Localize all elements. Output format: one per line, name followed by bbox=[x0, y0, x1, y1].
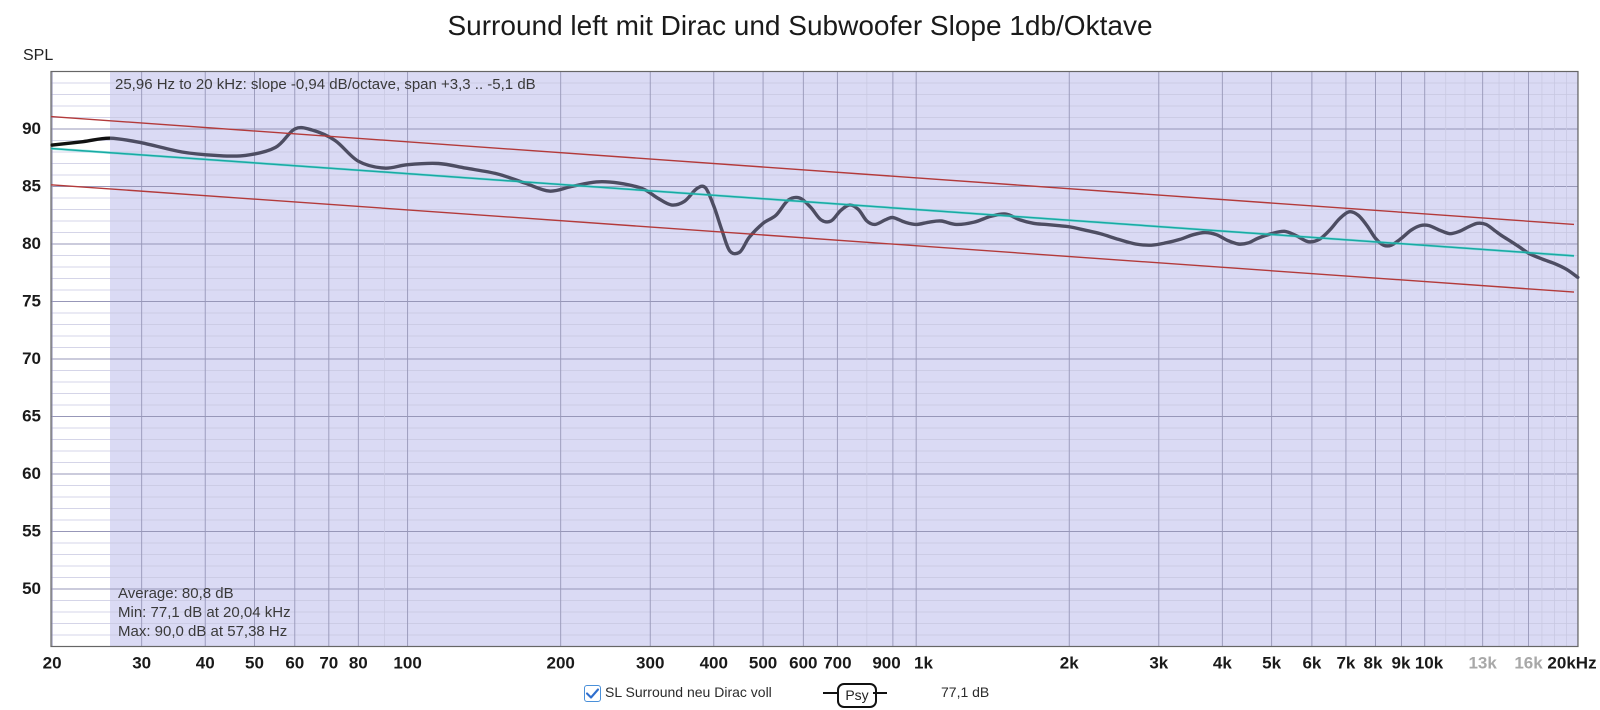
svg-text:600: 600 bbox=[789, 654, 817, 673]
svg-text:70: 70 bbox=[319, 654, 338, 673]
svg-text:2k: 2k bbox=[1060, 654, 1079, 673]
svg-text:25,96 Hz to 20 kHz: slope -0,9: 25,96 Hz to 20 kHz: slope -0,94 dB/octav… bbox=[115, 76, 536, 93]
svg-text:1k: 1k bbox=[914, 654, 933, 673]
svg-text:9k: 9k bbox=[1392, 654, 1411, 673]
svg-text:40: 40 bbox=[196, 654, 215, 673]
svg-text:700: 700 bbox=[823, 654, 851, 673]
svg-text:900: 900 bbox=[872, 654, 900, 673]
svg-text:65: 65 bbox=[22, 407, 41, 426]
svg-text:80: 80 bbox=[22, 234, 41, 253]
svg-text:13k: 13k bbox=[1468, 654, 1497, 673]
svg-text:200: 200 bbox=[547, 654, 575, 673]
svg-text:75: 75 bbox=[22, 292, 41, 311]
svg-text:16k: 16k bbox=[1514, 654, 1543, 673]
svg-text:90: 90 bbox=[22, 119, 41, 138]
svg-text:20kHz: 20kHz bbox=[1547, 654, 1596, 673]
svg-text:300: 300 bbox=[636, 654, 664, 673]
svg-text:50: 50 bbox=[245, 654, 264, 673]
svg-text:Min: 77,1 dB at 20,04 kHz: Min: 77,1 dB at 20,04 kHz bbox=[118, 604, 291, 621]
svg-text:5k: 5k bbox=[1262, 654, 1281, 673]
svg-text:80: 80 bbox=[349, 654, 368, 673]
svg-text:10k: 10k bbox=[1415, 654, 1444, 673]
svg-text:70: 70 bbox=[22, 349, 41, 368]
svg-text:50: 50 bbox=[22, 579, 41, 598]
svg-text:6k: 6k bbox=[1302, 654, 1321, 673]
svg-text:500: 500 bbox=[749, 654, 777, 673]
svg-text:8k: 8k bbox=[1364, 654, 1383, 673]
svg-text:100: 100 bbox=[393, 654, 421, 673]
svg-text:400: 400 bbox=[700, 654, 728, 673]
svg-text:30: 30 bbox=[132, 654, 151, 673]
svg-text:7k: 7k bbox=[1336, 654, 1355, 673]
svg-text:60: 60 bbox=[285, 654, 304, 673]
svg-text:Average: 80,8 dB: Average: 80,8 dB bbox=[118, 585, 234, 602]
svg-text:3k: 3k bbox=[1149, 654, 1168, 673]
svg-text:4k: 4k bbox=[1213, 654, 1232, 673]
svg-text:Max: 90,0 dB at 57,38 Hz: Max: 90,0 dB at 57,38 Hz bbox=[118, 623, 287, 640]
svg-text:20: 20 bbox=[43, 654, 62, 673]
svg-text:60: 60 bbox=[22, 464, 41, 483]
svg-text:85: 85 bbox=[22, 177, 41, 196]
svg-text:55: 55 bbox=[22, 522, 41, 541]
